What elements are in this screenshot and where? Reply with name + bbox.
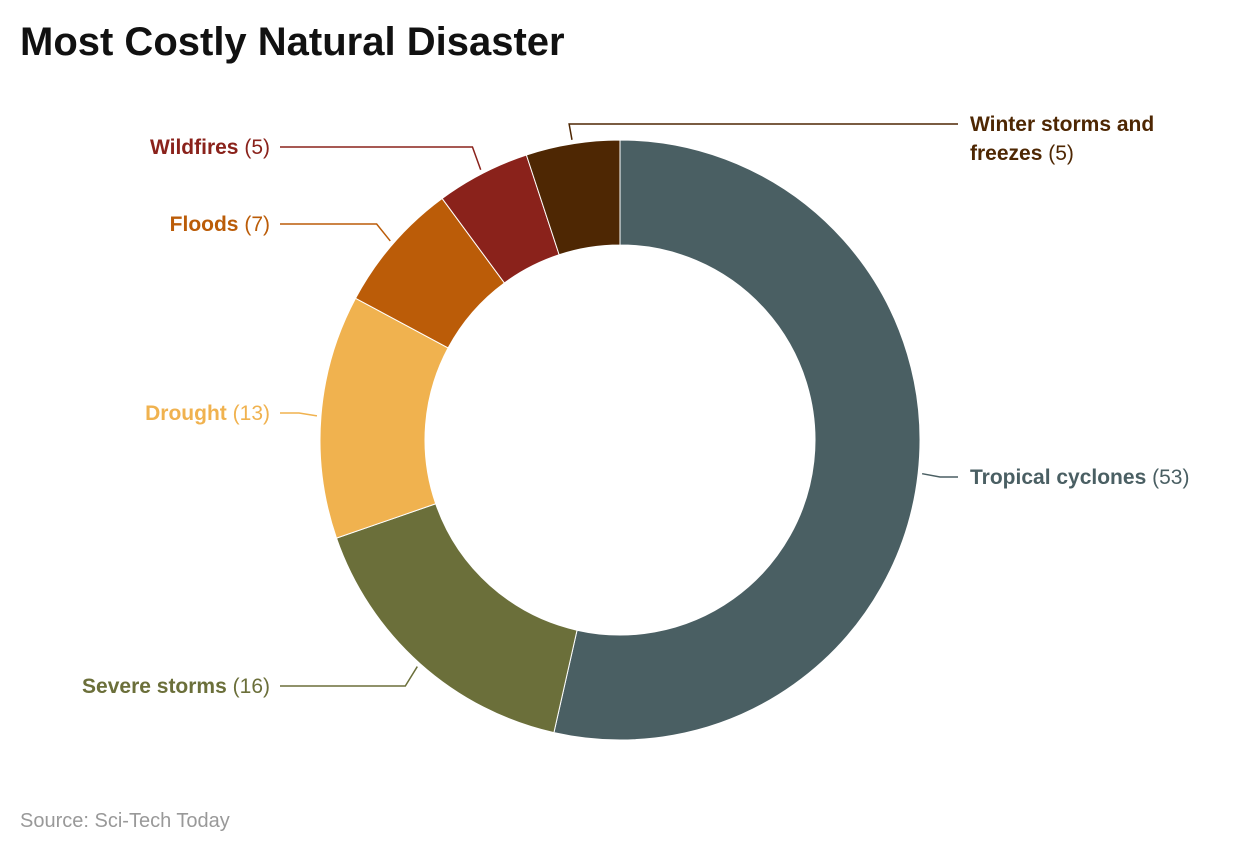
leader-line (568, 123, 958, 140)
label-value: (13) (232, 402, 270, 425)
slice (553, 139, 921, 741)
slice (525, 139, 621, 256)
label-value: (5) (244, 136, 270, 159)
data-label: Tropical cyclones (53) (970, 463, 1230, 492)
source-label: Source: (20, 810, 89, 832)
source-name: Sci-Tech Today (94, 810, 230, 832)
data-label: Floods (7) (10, 210, 270, 239)
label-name: Drought (145, 402, 227, 425)
label-name: Tropical cyclones (970, 466, 1147, 489)
leader-line (280, 412, 318, 417)
leader-line (280, 666, 418, 687)
label-value: (16) (232, 675, 270, 698)
leader-line (280, 146, 482, 171)
data-label: Wildfires (5) (10, 133, 270, 162)
source: Source: Sci-Tech Today (20, 810, 230, 833)
label-value: (7) (244, 213, 270, 236)
data-label: Drought (13) (10, 399, 270, 428)
data-label: Severe storms (16) (10, 672, 270, 701)
leader-line (280, 223, 391, 242)
label-name: Winter storms and freezes (970, 113, 1155, 165)
label-value: (53) (1152, 466, 1190, 489)
label-name: Wildfires (149, 136, 239, 159)
leader-line (921, 472, 958, 478)
label-name: Floods (169, 213, 239, 236)
label-value: (5) (1048, 142, 1074, 165)
chart-title: Most Costly Natural Disaster (20, 20, 565, 64)
slice (335, 503, 578, 734)
data-label: Winter storms and freezes (5) (970, 110, 1185, 168)
label-name: Severe storms (82, 675, 227, 698)
